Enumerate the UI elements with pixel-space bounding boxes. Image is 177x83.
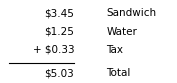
Text: $1.25: $1.25 [44,27,74,37]
Text: + $0.33: + $0.33 [33,45,74,55]
Text: Tax: Tax [106,45,123,55]
Text: Sandwich: Sandwich [106,8,156,18]
Text: $3.45: $3.45 [44,8,74,18]
Text: $5.03: $5.03 [45,68,74,78]
Text: Total: Total [106,68,131,78]
Text: Water: Water [106,27,137,37]
